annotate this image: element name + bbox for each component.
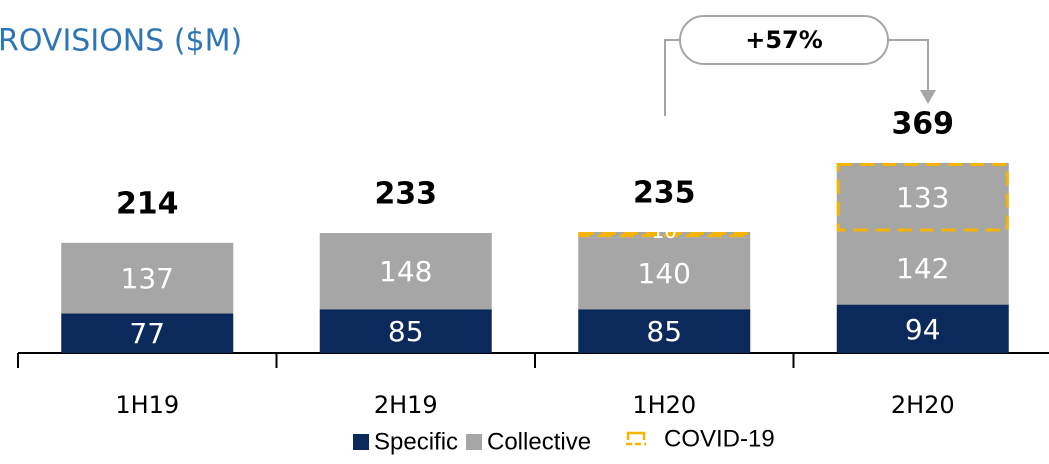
total-label: 369 [891,107,954,142]
bar-segment [578,237,751,310]
x-tick-label: 1H20 [632,391,696,419]
bar-segment [319,309,492,353]
segment-label: 85 [646,315,682,348]
total-label: 233 [374,177,437,212]
bar-segment [836,231,1009,305]
total-label: 235 [633,175,696,210]
annotation-pill [679,15,889,65]
annotation-label: +57% [745,26,823,54]
segment-label: 10 [652,219,677,243]
bar-segment [61,242,234,314]
legend-label: Specific [374,428,458,455]
covid-outline [578,231,751,238]
covid-outline [836,163,1009,232]
bar-segment [836,163,1009,232]
x-tick-label: 2H19 [374,391,438,419]
bar-segment [61,313,234,353]
bar-segment [578,309,751,353]
x-tick-label: 2H20 [891,391,955,419]
legend-swatch [466,434,482,450]
x-tick-label: 1H19 [115,391,179,419]
bar-segment [836,304,1009,353]
segment-label: 94 [905,313,941,346]
segment-label: 77 [129,317,165,350]
chart-title: ROVISIONS ($M) [0,24,242,59]
annotation-arrow [920,90,936,104]
segment-label: 142 [896,252,949,285]
legend-label: COVID-19 [664,425,775,452]
legend-swatch [626,431,646,440]
segment-label: 133 [896,181,949,214]
bar-segment [319,233,492,310]
legend-swatch [353,434,369,450]
segment-label: 148 [379,255,432,288]
segment-label: 140 [638,257,691,290]
growth-annotation: +57% [664,15,936,116]
segment-label: 137 [121,262,174,295]
total-label: 214 [116,186,179,221]
annotation-line [886,39,929,92]
segment-label: 85 [388,315,424,348]
legend-label: Collective [487,428,591,455]
